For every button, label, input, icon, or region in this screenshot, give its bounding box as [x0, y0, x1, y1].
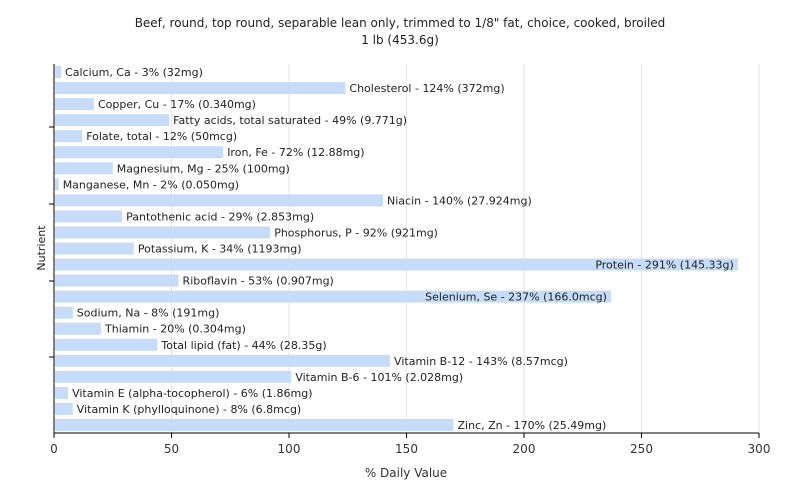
x-tick-label: 50 — [164, 442, 179, 456]
bar-label: Thiamin - 20% (0.304mg) — [104, 323, 246, 336]
bar — [55, 130, 83, 143]
bar — [55, 354, 391, 367]
bar-label: Sodium, Na - 8% (191mg) — [77, 307, 220, 320]
bar — [55, 178, 59, 191]
bar — [55, 290, 611, 303]
x-tick-label: 300 — [748, 442, 771, 456]
bar-label: Vitamin B-12 - 143% (8.57mcg) — [394, 355, 568, 368]
y-axis-label: Nutrient — [35, 225, 48, 271]
bar — [55, 114, 170, 127]
bar-label: Iron, Fe - 72% (12.88mg) — [227, 146, 364, 159]
bar-label: Fatty acids, total saturated - 49% (9.77… — [173, 114, 407, 127]
bar — [55, 98, 94, 111]
bar-label: Zinc, Zn - 170% (25.49mg) — [458, 419, 607, 432]
bar-label: Cholesterol - 124% (372mg) — [349, 82, 504, 95]
bar — [55, 82, 346, 95]
bar — [55, 162, 113, 175]
bar-label: Vitamin E (alpha-tocopherol) - 6% (1.86m… — [72, 387, 312, 400]
bar — [55, 226, 271, 239]
bar-label: Selenium, Se - 237% (166.0mcg) — [425, 291, 607, 304]
x-tick-label: 250 — [630, 442, 653, 456]
bar — [55, 418, 454, 431]
bar — [55, 146, 224, 159]
bar — [55, 338, 158, 351]
bar — [55, 402, 73, 415]
bar-label: Niacin - 140% (27.924mg) — [387, 194, 532, 207]
bar-label: Folate, total - 12% (50mcg) — [86, 130, 237, 143]
axes: 0 50 100 150 200 250 300 — [49, 64, 770, 456]
x-tick-label: 100 — [278, 442, 301, 456]
bar-label: Pantothenic acid - 29% (2.853mg) — [126, 210, 314, 223]
bar-label: Copper, Cu - 17% (0.340mg) — [98, 98, 256, 111]
bars: Calcium, Ca - 3% (32mg) Cholesterol - 124… — [55, 66, 738, 432]
x-axis-label: % Daily Value — [365, 466, 447, 480]
bar-label: Phosphorus, P - 92% (921mg) — [274, 226, 438, 239]
bar — [55, 274, 179, 287]
bar-label: Protein - 291% (145.33g) — [595, 259, 734, 272]
bar — [55, 306, 73, 319]
bar — [55, 66, 62, 79]
bar — [55, 210, 123, 223]
bar-label: Vitamin K (phylloquinone) - 8% (6.8mcg) — [77, 403, 301, 416]
bar-label: Total lipid (fat) - 44% (28.35g) — [160, 339, 326, 352]
x-tick-label: 200 — [513, 442, 536, 456]
bar — [55, 242, 134, 255]
x-tick-label: 150 — [395, 442, 418, 456]
bar — [55, 322, 101, 335]
bar — [55, 386, 69, 399]
x-tick-label: 0 — [50, 442, 58, 456]
bar-label: Magnesium, Mg - 25% (100mg) — [117, 162, 290, 175]
bar-label: Calcium, Ca - 3% (32mg) — [65, 66, 203, 79]
bar-label: Riboflavin - 53% (0.907mg) — [183, 275, 334, 288]
bar — [55, 194, 383, 207]
chart-subtitle: 1 lb (453.6g) — [361, 33, 439, 47]
bar — [55, 370, 292, 383]
bar-label: Vitamin B-6 - 101% (2.028mg) — [295, 371, 463, 384]
bar-label: Potassium, K - 34% (1193mg) — [138, 243, 302, 256]
bar — [55, 258, 738, 271]
bar-label: Manganese, Mn - 2% (0.050mg) — [63, 178, 239, 191]
chart-title: Beef, round, top round, separable lean o… — [135, 16, 666, 30]
